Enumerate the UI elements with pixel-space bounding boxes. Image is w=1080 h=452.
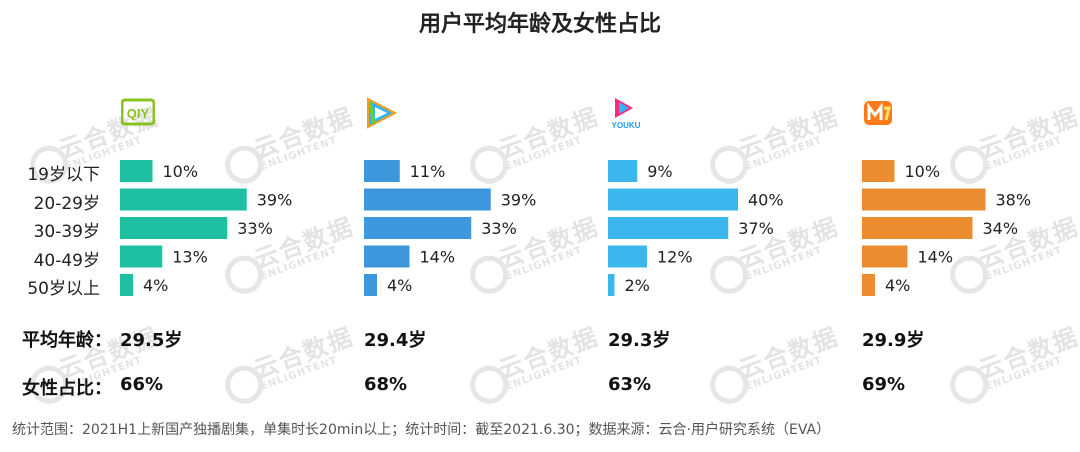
mango-tv-logo-icon xyxy=(862,96,896,130)
iqiyi-logo-text: QIY xyxy=(127,106,150,121)
bar-19岁以下 xyxy=(862,160,895,182)
age-group-label: 19岁以下 xyxy=(27,165,100,185)
watermark: 云合数据 ENLIGHTENT xyxy=(704,319,864,410)
bar-value-label: 14% xyxy=(420,248,456,267)
avg-age-label: 平均年龄： xyxy=(22,330,112,351)
bar-value-label: 4% xyxy=(143,276,168,295)
watermark-ring-icon xyxy=(704,360,754,410)
tencent-video-logo-icon xyxy=(364,96,398,130)
bar-40-49岁 xyxy=(120,245,163,268)
youku-female-ratio: 63% xyxy=(608,374,652,395)
iqiyi-avg-age: 29.5岁 xyxy=(120,330,183,351)
bar-30-39岁 xyxy=(608,217,729,239)
bar-value-label: 10% xyxy=(163,162,199,181)
bar-value-label: 34% xyxy=(983,219,1019,238)
iqiyi-logo-icon: QIY xyxy=(120,96,156,130)
watermark-en-text: ENLIGHTENT xyxy=(504,354,584,393)
tencent-video-avg-age: 29.4岁 xyxy=(364,330,427,351)
bar-value-label: 37% xyxy=(738,219,774,238)
iqiyi-female-ratio: 66% xyxy=(120,374,164,395)
bar-value-label: 38% xyxy=(996,191,1032,210)
female-ratio-label: 女性占比： xyxy=(22,378,112,399)
bar-value-label: 14% xyxy=(918,248,954,267)
watermark-en-text: ENLIGHTENT xyxy=(259,354,339,393)
age-group-label: 40-49岁 xyxy=(33,250,100,271)
bar-value-label: 33% xyxy=(237,219,273,238)
source-note: 统计范围：2021H1上新国产独播剧集，单集时长20min以上；统计时间：截至2… xyxy=(12,422,831,438)
tencent-video-age-bars: 11% 39% 33% 14% 4% xyxy=(364,160,537,296)
youku-avg-age: 29.3岁 xyxy=(608,330,671,351)
watermark-ring-icon xyxy=(219,360,269,410)
bar-value-label: 33% xyxy=(481,219,517,238)
bar-40-49岁 xyxy=(862,245,908,268)
watermark-cn-text: 云合数据 xyxy=(495,322,603,385)
watermark-cn-text: 云合数据 xyxy=(735,322,843,385)
watermark: 云合数据 ENLIGHTENT xyxy=(944,319,1080,410)
bar-19岁以下 xyxy=(364,160,400,182)
age-group-label: 50岁以上 xyxy=(27,279,100,299)
bar-19岁以下 xyxy=(608,160,638,182)
youku-logo-text: YOUKU xyxy=(612,121,641,130)
mango-tv-female-ratio: 69% xyxy=(862,374,906,395)
tencent-video-female-ratio: 68% xyxy=(364,374,408,395)
bar-30-39岁 xyxy=(120,217,228,239)
bar-value-label: 9% xyxy=(647,162,672,181)
watermark-ring-icon xyxy=(944,360,994,410)
bar-value-label: 39% xyxy=(257,191,293,210)
bar-50岁以上 xyxy=(120,274,133,296)
bar-40-49岁 xyxy=(608,245,647,268)
bar-value-label: 4% xyxy=(885,276,910,295)
iqiyi-age-bars: 10% 39% 33% 13%4% xyxy=(120,160,293,296)
bar-value-label: 39% xyxy=(501,191,537,210)
watermark-en-text: ENLIGHTENT xyxy=(984,354,1064,393)
bar-50岁以上 xyxy=(364,274,377,296)
bar-value-label: 10% xyxy=(905,162,941,181)
bar-50岁以上 xyxy=(862,274,875,296)
bar-20-29岁 xyxy=(120,188,247,211)
mango-tv-avg-age: 29.9岁 xyxy=(862,330,925,351)
youku-age-bars: 9% 40% 37% 12% 2% xyxy=(608,160,784,296)
mango-tv-age-bars: 10% 38% 34% 14% 4% xyxy=(862,160,1032,296)
bar-value-label: 4% xyxy=(387,276,412,295)
bar-30-39岁 xyxy=(364,217,472,239)
watermark-cn-text: 云合数据 xyxy=(250,322,358,385)
bar-40-49岁 xyxy=(364,245,410,268)
watermark-en-text: ENLIGHTENT xyxy=(744,354,824,393)
bar-value-label: 40% xyxy=(748,191,784,210)
bar-19岁以下 xyxy=(120,160,153,182)
bar-value-label: 2% xyxy=(625,276,650,295)
bar-value-label: 13% xyxy=(172,248,208,267)
bar-value-label: 12% xyxy=(657,248,693,267)
bar-20-29岁 xyxy=(862,188,986,211)
age-group-label: 30-39岁 xyxy=(33,222,100,242)
watermark: 云合数据 ENLIGHTENT xyxy=(464,319,624,410)
youku-logo-icon: YOUKU xyxy=(607,96,641,130)
bar-30-39岁 xyxy=(862,217,973,239)
watermark-cn-text: 云合数据 xyxy=(975,322,1080,385)
chart-title: 用户平均年龄及女性占比 xyxy=(418,12,661,37)
bar-value-label: 11% xyxy=(410,162,446,181)
watermark: 云合数据 ENLIGHTENT xyxy=(219,319,379,410)
bar-20-29岁 xyxy=(608,188,738,211)
bar-50岁以上 xyxy=(608,274,615,296)
age-group-label: 20-29岁 xyxy=(33,193,100,214)
watermark-ring-icon xyxy=(464,360,514,410)
bar-20-29岁 xyxy=(364,188,491,211)
